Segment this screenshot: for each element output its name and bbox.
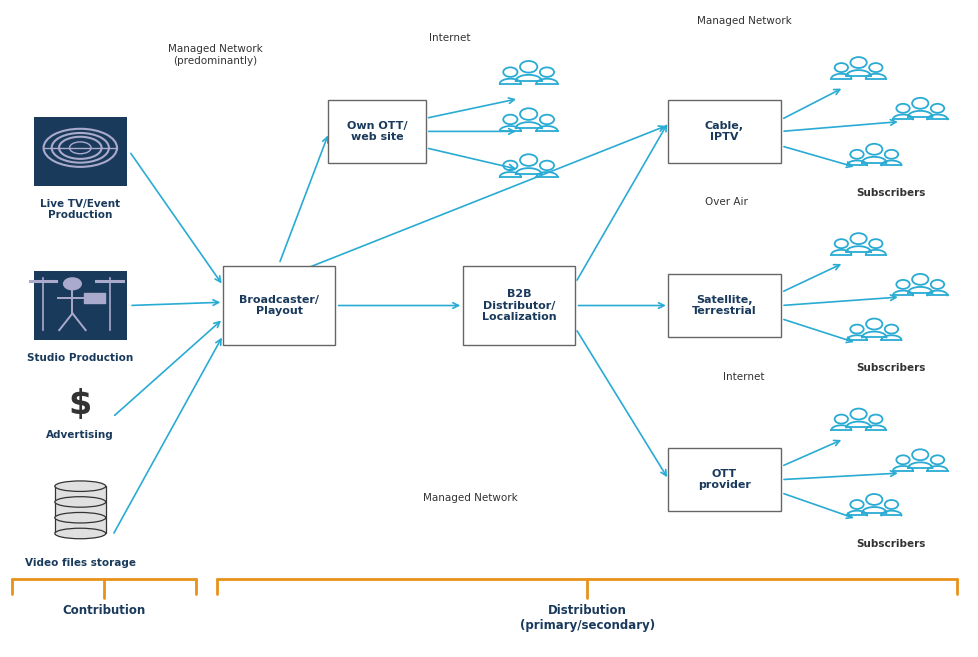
FancyBboxPatch shape: [667, 101, 780, 162]
Text: Over Air: Over Air: [704, 197, 747, 207]
Ellipse shape: [55, 481, 106, 491]
FancyBboxPatch shape: [222, 266, 334, 345]
Bar: [55, 486, 106, 502]
Text: Managed Network
(predominantly): Managed Network (predominantly): [168, 44, 262, 66]
Text: Managed Network: Managed Network: [696, 16, 790, 26]
Text: Internet: Internet: [722, 373, 763, 382]
Text: $: $: [68, 388, 92, 420]
Text: Live TV/Event
Production: Live TV/Event Production: [40, 199, 120, 220]
FancyBboxPatch shape: [667, 448, 780, 511]
Text: Video files storage: Video files storage: [24, 558, 136, 568]
Text: Internet: Internet: [428, 33, 469, 43]
Text: Broadcaster/
Playout: Broadcaster/ Playout: [239, 295, 319, 316]
FancyBboxPatch shape: [33, 117, 127, 185]
Ellipse shape: [55, 497, 106, 507]
Text: Subscribers: Subscribers: [856, 539, 924, 549]
Text: OTT
provider: OTT provider: [697, 469, 750, 490]
Text: Distribution
(primary/secondary): Distribution (primary/secondary): [519, 604, 654, 633]
Text: Managed Network: Managed Network: [422, 493, 516, 503]
FancyBboxPatch shape: [462, 266, 574, 345]
Circle shape: [64, 278, 81, 290]
Text: Advertising: Advertising: [46, 430, 114, 440]
Text: Cable,
IPTV: Cable, IPTV: [704, 121, 743, 142]
Text: Studio Production: Studio Production: [27, 353, 133, 363]
FancyBboxPatch shape: [84, 293, 105, 302]
Ellipse shape: [55, 528, 106, 539]
Text: Satellite,
Terrestrial: Satellite, Terrestrial: [691, 295, 756, 316]
FancyBboxPatch shape: [33, 271, 127, 340]
Bar: [55, 518, 106, 533]
Text: Contribution: Contribution: [62, 604, 146, 618]
Text: Own OTT/
web site: Own OTT/ web site: [346, 121, 407, 142]
Ellipse shape: [55, 512, 106, 523]
FancyBboxPatch shape: [667, 275, 780, 336]
Text: B2B
Distributor/
Localization: B2B Distributor/ Localization: [481, 289, 556, 322]
Text: Subscribers: Subscribers: [856, 189, 924, 198]
Text: Subscribers: Subscribers: [856, 363, 924, 373]
Bar: [55, 502, 106, 518]
FancyBboxPatch shape: [328, 101, 425, 162]
